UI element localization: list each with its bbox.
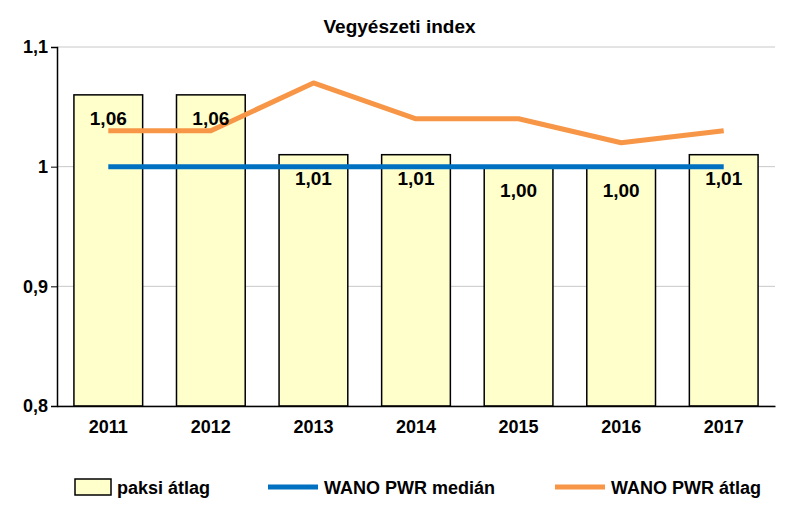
data-label: 1,00 [500, 180, 537, 201]
grid [57, 47, 775, 406]
legend-swatch [555, 485, 605, 490]
marks [74, 83, 758, 406]
legend-item: paksi átlag [75, 478, 210, 498]
tick-mark [51, 406, 57, 407]
tick-label: 0,8 [23, 396, 48, 416]
axis-line [51, 48, 58, 407]
bar [484, 167, 553, 406]
legend-label: WANO PWR medián [324, 478, 495, 498]
tick-label: 1,1 [23, 37, 48, 57]
line [108, 83, 723, 143]
x-axis: 2011 2012 2013 2014 2015 2016 2017 [58, 406, 776, 437]
tick: 2015 [499, 406, 539, 437]
plot: 1,06 1,06 1,01 1,01 1,00 1,00 1,01 0,8 0,9 1 1,1 20… [23, 37, 776, 437]
tick: 0,8 [23, 396, 57, 416]
tick-label: 2016 [601, 417, 641, 437]
tick: 1,1 [23, 37, 57, 57]
tick-label: 2015 [499, 417, 539, 437]
tick: 0,9 [23, 277, 57, 297]
data-label: 1,00 [603, 180, 640, 201]
tick: 2017 [704, 406, 744, 437]
tick-label: 0,9 [23, 277, 48, 297]
data-label: 1,06 [192, 108, 229, 129]
legend-label: paksi átlag [117, 478, 210, 498]
tick-mark [51, 167, 57, 168]
tick-mark [51, 286, 57, 287]
bar [587, 167, 656, 406]
legend-swatch [268, 485, 318, 490]
data-label: 1,01 [398, 168, 435, 189]
tick: 1 [38, 157, 57, 177]
tick: 2014 [396, 406, 436, 437]
legend-label: WANO PWR átlag [611, 478, 761, 498]
tick: 2011 [89, 406, 128, 437]
data-label: 1,06 [90, 108, 127, 129]
tick-label: 2012 [191, 417, 231, 437]
legend: paksi átlag WANO PWR medián WANO PWR átlag [75, 478, 761, 498]
data-labels: 1,06 1,06 1,01 1,01 1,00 1,00 1,01 [90, 108, 743, 201]
bar [176, 95, 245, 406]
tick-mark [51, 47, 57, 48]
legend-swatch [75, 479, 111, 495]
y-axis: 0,8 0,9 1 1,1 [23, 37, 58, 416]
tick-label: 2014 [396, 417, 436, 437]
tick-label: 2013 [293, 417, 333, 437]
tick-label: 2011 [89, 417, 128, 437]
legend-item: WANO PWR medián [268, 478, 495, 498]
data-label: 1,01 [705, 168, 742, 189]
tick-label: 1 [38, 157, 48, 177]
tick: 2013 [293, 406, 333, 437]
bar [689, 155, 758, 406]
title: Vegyészeti index [323, 16, 476, 37]
bar [382, 155, 451, 406]
data-label: 1,01 [295, 168, 332, 189]
tick: 2012 [191, 406, 231, 437]
bar [279, 155, 348, 406]
grid-line [57, 47, 775, 48]
axis-line [58, 406, 776, 408]
bar [74, 95, 143, 406]
chart: Vegyészeti index 1,06 1,06 1,01 1,01 1,00 1,00… [0, 0, 799, 508]
legend-item: WANO PWR átlag [555, 478, 761, 498]
tick: 2016 [601, 406, 641, 437]
tick-label: 2017 [704, 417, 744, 437]
